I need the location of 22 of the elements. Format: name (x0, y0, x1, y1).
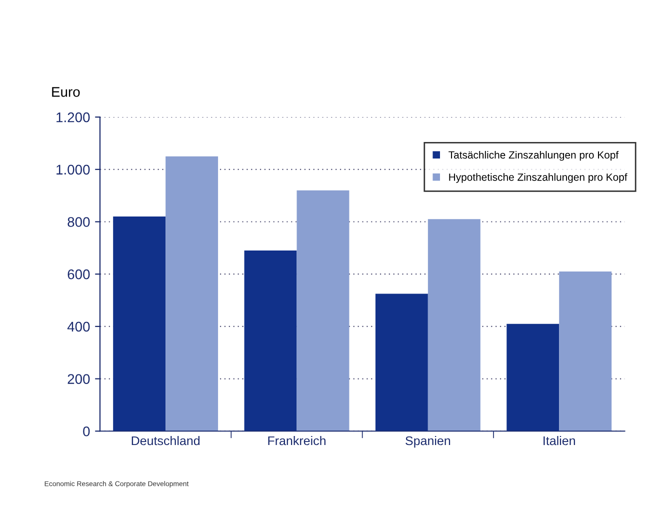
y-tick-label: 1.200 (56, 112, 90, 122)
bar (113, 216, 166, 432)
x-tick-label: Italien (544, 436, 575, 446)
y-tick-label: 0 (83, 426, 90, 436)
y-tick-label: 400 (67, 322, 90, 332)
y-tick-label: 200 (68, 374, 90, 384)
x-tick-label: Spanien (406, 436, 450, 448)
legend-label: Hypothetische Zinszahlungen pro Kopf (449, 173, 628, 183)
bar (166, 156, 218, 432)
legend-label: Tatsächliche Zinszahlungen pro Kopf (448, 150, 619, 161)
y-tick-label: 600 (68, 269, 90, 280)
bar (506, 324, 560, 432)
x-tick-label: Frankreich (268, 436, 326, 446)
bar (559, 271, 612, 432)
bar (296, 190, 350, 432)
y-tick-label: 800 (68, 217, 90, 227)
bar (428, 219, 480, 432)
x-tick-label: Deutschland (132, 436, 200, 446)
y-axis-title: Euro (52, 87, 80, 97)
y-tick-label: 1.000 (56, 164, 90, 175)
bar (244, 250, 297, 432)
bar (375, 294, 428, 432)
